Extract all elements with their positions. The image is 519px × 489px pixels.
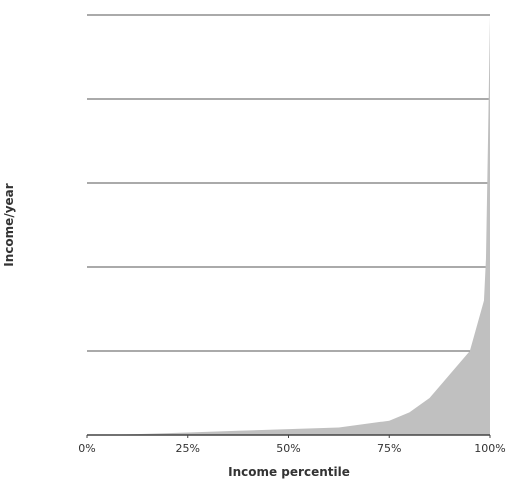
x-tick-labels: 0% 25% 50% 75% 100% xyxy=(78,435,506,455)
x-tick-label-4: 100% xyxy=(474,442,505,455)
x-tick-label-1: 25% xyxy=(176,442,200,455)
x-tick-label-3: 75% xyxy=(377,442,401,455)
gridlines xyxy=(87,14,490,352)
x-tick-label-0: 0% xyxy=(78,442,95,455)
area-series xyxy=(87,15,490,435)
area-fill-series-1 xyxy=(87,15,490,435)
x-tick-label-2: 50% xyxy=(276,442,300,455)
y-axis-title: Income/year xyxy=(2,183,16,266)
x-axis-title: Income percentile xyxy=(228,465,350,479)
